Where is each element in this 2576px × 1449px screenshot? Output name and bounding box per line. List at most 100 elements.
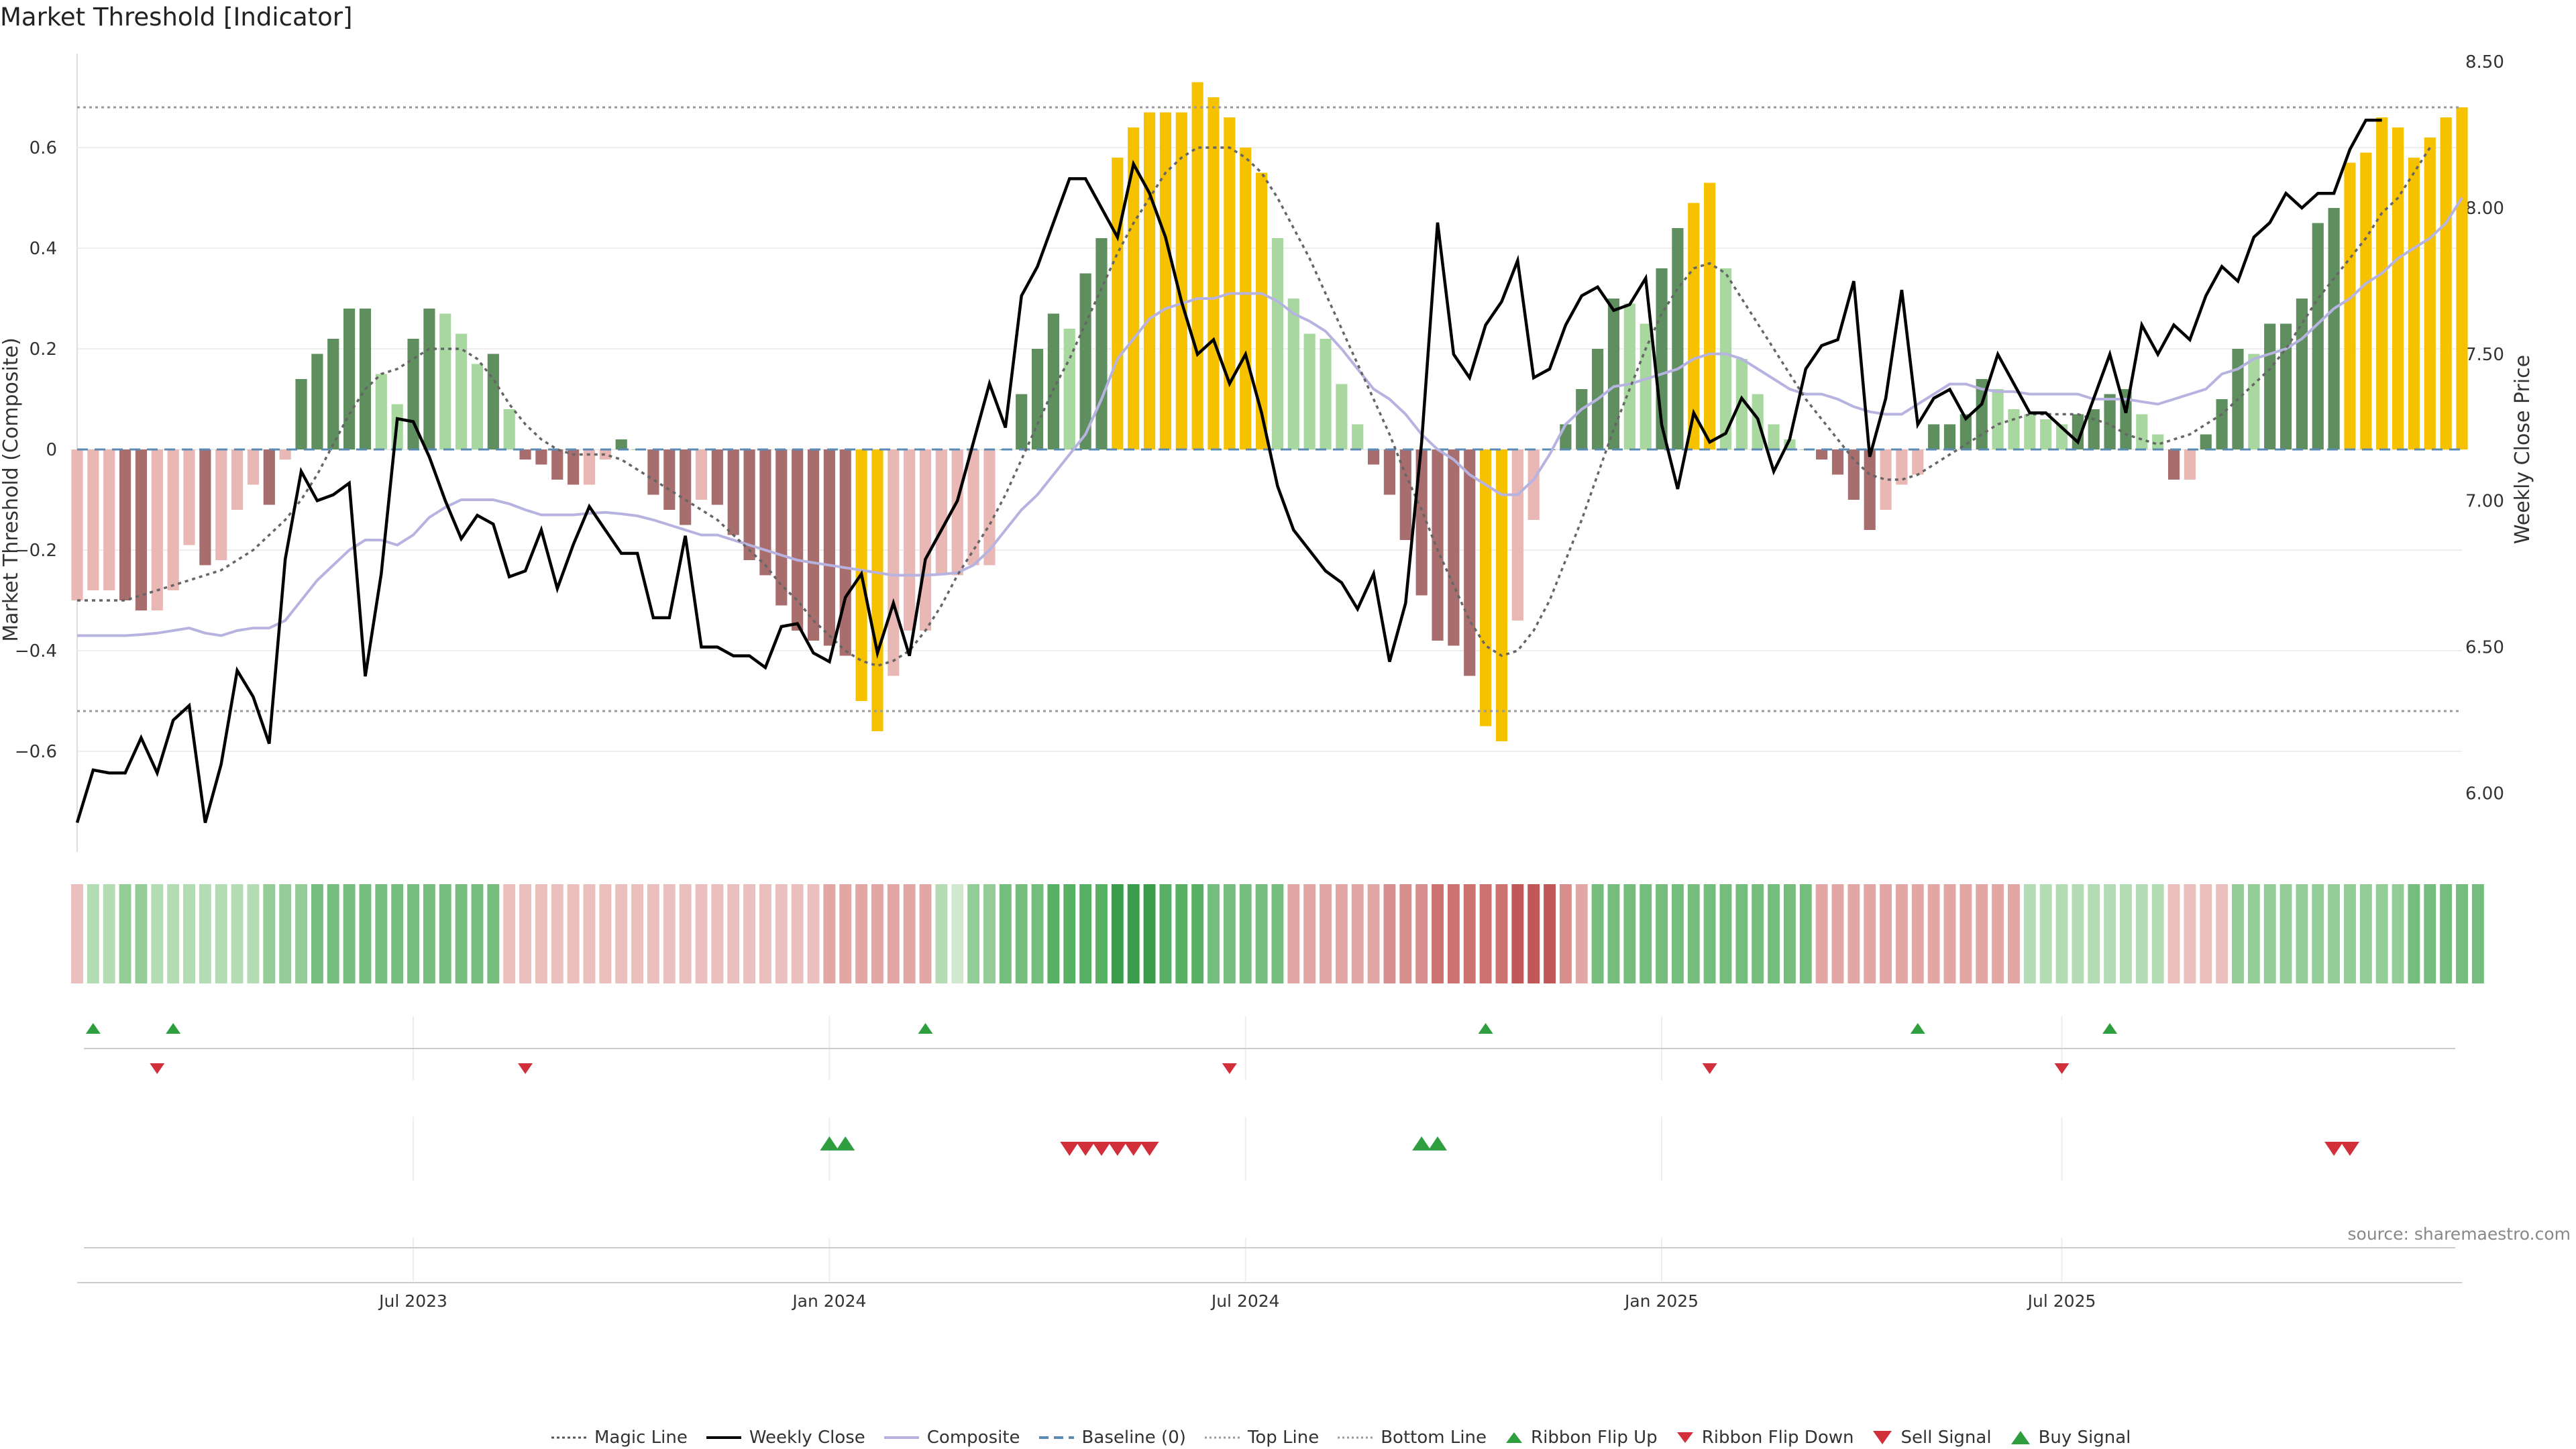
y-tick-label: −0.6 <box>15 742 57 762</box>
composite-bar <box>1143 112 1156 449</box>
ribbon-cell <box>647 884 659 983</box>
y2-tick-label: 6.00 <box>2465 784 2504 804</box>
sell-signal-marker <box>1076 1142 1095 1156</box>
ribbon-cell <box>1895 884 1908 983</box>
composite-bar <box>2312 223 2324 449</box>
ribbon-cell <box>1255 884 1268 983</box>
ribbon-cell <box>951 884 964 983</box>
sell-signal-marker <box>1108 1142 1127 1156</box>
composite-bar <box>904 449 916 631</box>
y-tick-label: −0.4 <box>15 641 57 661</box>
ribbon-cell <box>2312 884 2324 983</box>
composite-bar <box>2088 409 2100 449</box>
sell-signal-marker <box>2324 1142 2344 1156</box>
ribbon-cell <box>2263 884 2276 983</box>
legend-weekly-close: Weekly Close <box>705 1428 865 1448</box>
composite-bar <box>2360 152 2372 449</box>
buy-signal-marker <box>1412 1136 1432 1150</box>
composite-bar <box>1255 172 1268 449</box>
ribbon-cell <box>1079 884 1092 983</box>
ribbon-cell <box>1495 884 1508 983</box>
composite-bar <box>2248 354 2260 449</box>
ribbon-cell <box>2200 884 2212 983</box>
composite-bar <box>215 449 227 560</box>
ribbon-cell <box>1752 884 1764 983</box>
ribbon-cell <box>1799 884 1812 983</box>
ribbon-cell <box>1511 884 1524 983</box>
composite-bar <box>71 449 83 600</box>
ribbon-cell <box>1320 884 1332 983</box>
legend-composite-label: Composite <box>926 1428 1020 1448</box>
sell-signal-marker <box>1140 1142 1159 1156</box>
weekly-close-line <box>75 118 2382 824</box>
ribbon-cell <box>2007 884 2020 983</box>
composite-bar <box>807 449 820 641</box>
composite-bar <box>615 439 627 449</box>
ribbon-cell <box>391 884 404 983</box>
composite-bar <box>1031 349 1044 449</box>
sell-triangle-icon <box>1873 1431 1892 1444</box>
ribbon-cell <box>1463 884 1476 983</box>
ribbon-cell <box>2408 884 2420 983</box>
ribbon-cell <box>2328 884 2341 983</box>
ribbon-cell <box>1303 884 1316 983</box>
composite-bar <box>583 449 596 485</box>
ribbon-cell <box>2072 884 2084 983</box>
ribbon-cell <box>743 884 756 983</box>
ribbon-cell <box>1992 884 2004 983</box>
composite-bar <box>439 313 451 449</box>
y-tick-label: 0.4 <box>30 239 57 259</box>
composite-bar <box>1063 329 1075 449</box>
composite-bar <box>519 449 531 460</box>
composite-bar <box>711 449 723 505</box>
ribbon-cell <box>1703 884 1716 983</box>
y-tick-label: 0.2 <box>30 339 57 360</box>
composite-bar <box>1432 449 1444 641</box>
composite-bar <box>295 379 307 449</box>
ribbon-cell <box>887 884 900 983</box>
composite-bar <box>1159 112 1172 449</box>
ribbon-cell <box>2424 884 2436 983</box>
ribbon-cell <box>439 884 451 983</box>
composite-bar <box>1992 389 2004 449</box>
composite-bar <box>1383 449 1396 495</box>
sell-signal-marker <box>1091 1142 1111 1156</box>
ribbon-cell <box>1383 884 1396 983</box>
composite-bar <box>2008 409 2020 449</box>
composite-bar <box>743 449 755 560</box>
ribbon-cell <box>407 884 419 983</box>
composite-bar <box>1623 303 1635 449</box>
ribbon-cell <box>871 884 883 983</box>
composite-swatch-icon <box>883 1436 919 1439</box>
ribbon-cell <box>1095 884 1108 983</box>
composite-bar <box>2408 158 2420 449</box>
ribbon-cell <box>2232 884 2244 983</box>
ribbon-cell <box>631 884 644 983</box>
sell-signal-marker <box>2340 1142 2359 1156</box>
ribbon-cell <box>1063 884 1076 983</box>
magic-line-swatch-icon <box>551 1436 586 1439</box>
buy-signal-marker <box>1428 1136 1448 1150</box>
ribbon-cell <box>343 884 356 983</box>
composite-bar <box>1607 299 1620 449</box>
ribbon-cell <box>1415 884 1428 983</box>
composite-bar <box>183 449 195 545</box>
composite-bar <box>1912 449 1924 475</box>
composite-bar <box>1719 268 1732 449</box>
composite-bar <box>1896 449 1908 485</box>
composite-bar <box>503 409 515 449</box>
composite-bar <box>2392 127 2404 449</box>
composite-bar <box>1495 449 1508 741</box>
ribbon-cell <box>1671 884 1684 983</box>
composite-bar <box>359 309 372 449</box>
ribbon-flip-up-marker <box>166 1023 181 1034</box>
legend-sell-signal: Sell Signal <box>1871 1428 1992 1448</box>
composite-bar <box>839 449 851 656</box>
composite-bar <box>119 449 131 600</box>
composite-bar <box>1175 112 1187 449</box>
composite-line <box>77 197 2463 637</box>
legend-ribbon-flip-down-label: Ribbon Flip Down <box>1701 1428 1854 1448</box>
composite-bar <box>263 449 275 505</box>
ribbon-cell <box>215 884 227 983</box>
ribbon-cell <box>855 884 868 983</box>
